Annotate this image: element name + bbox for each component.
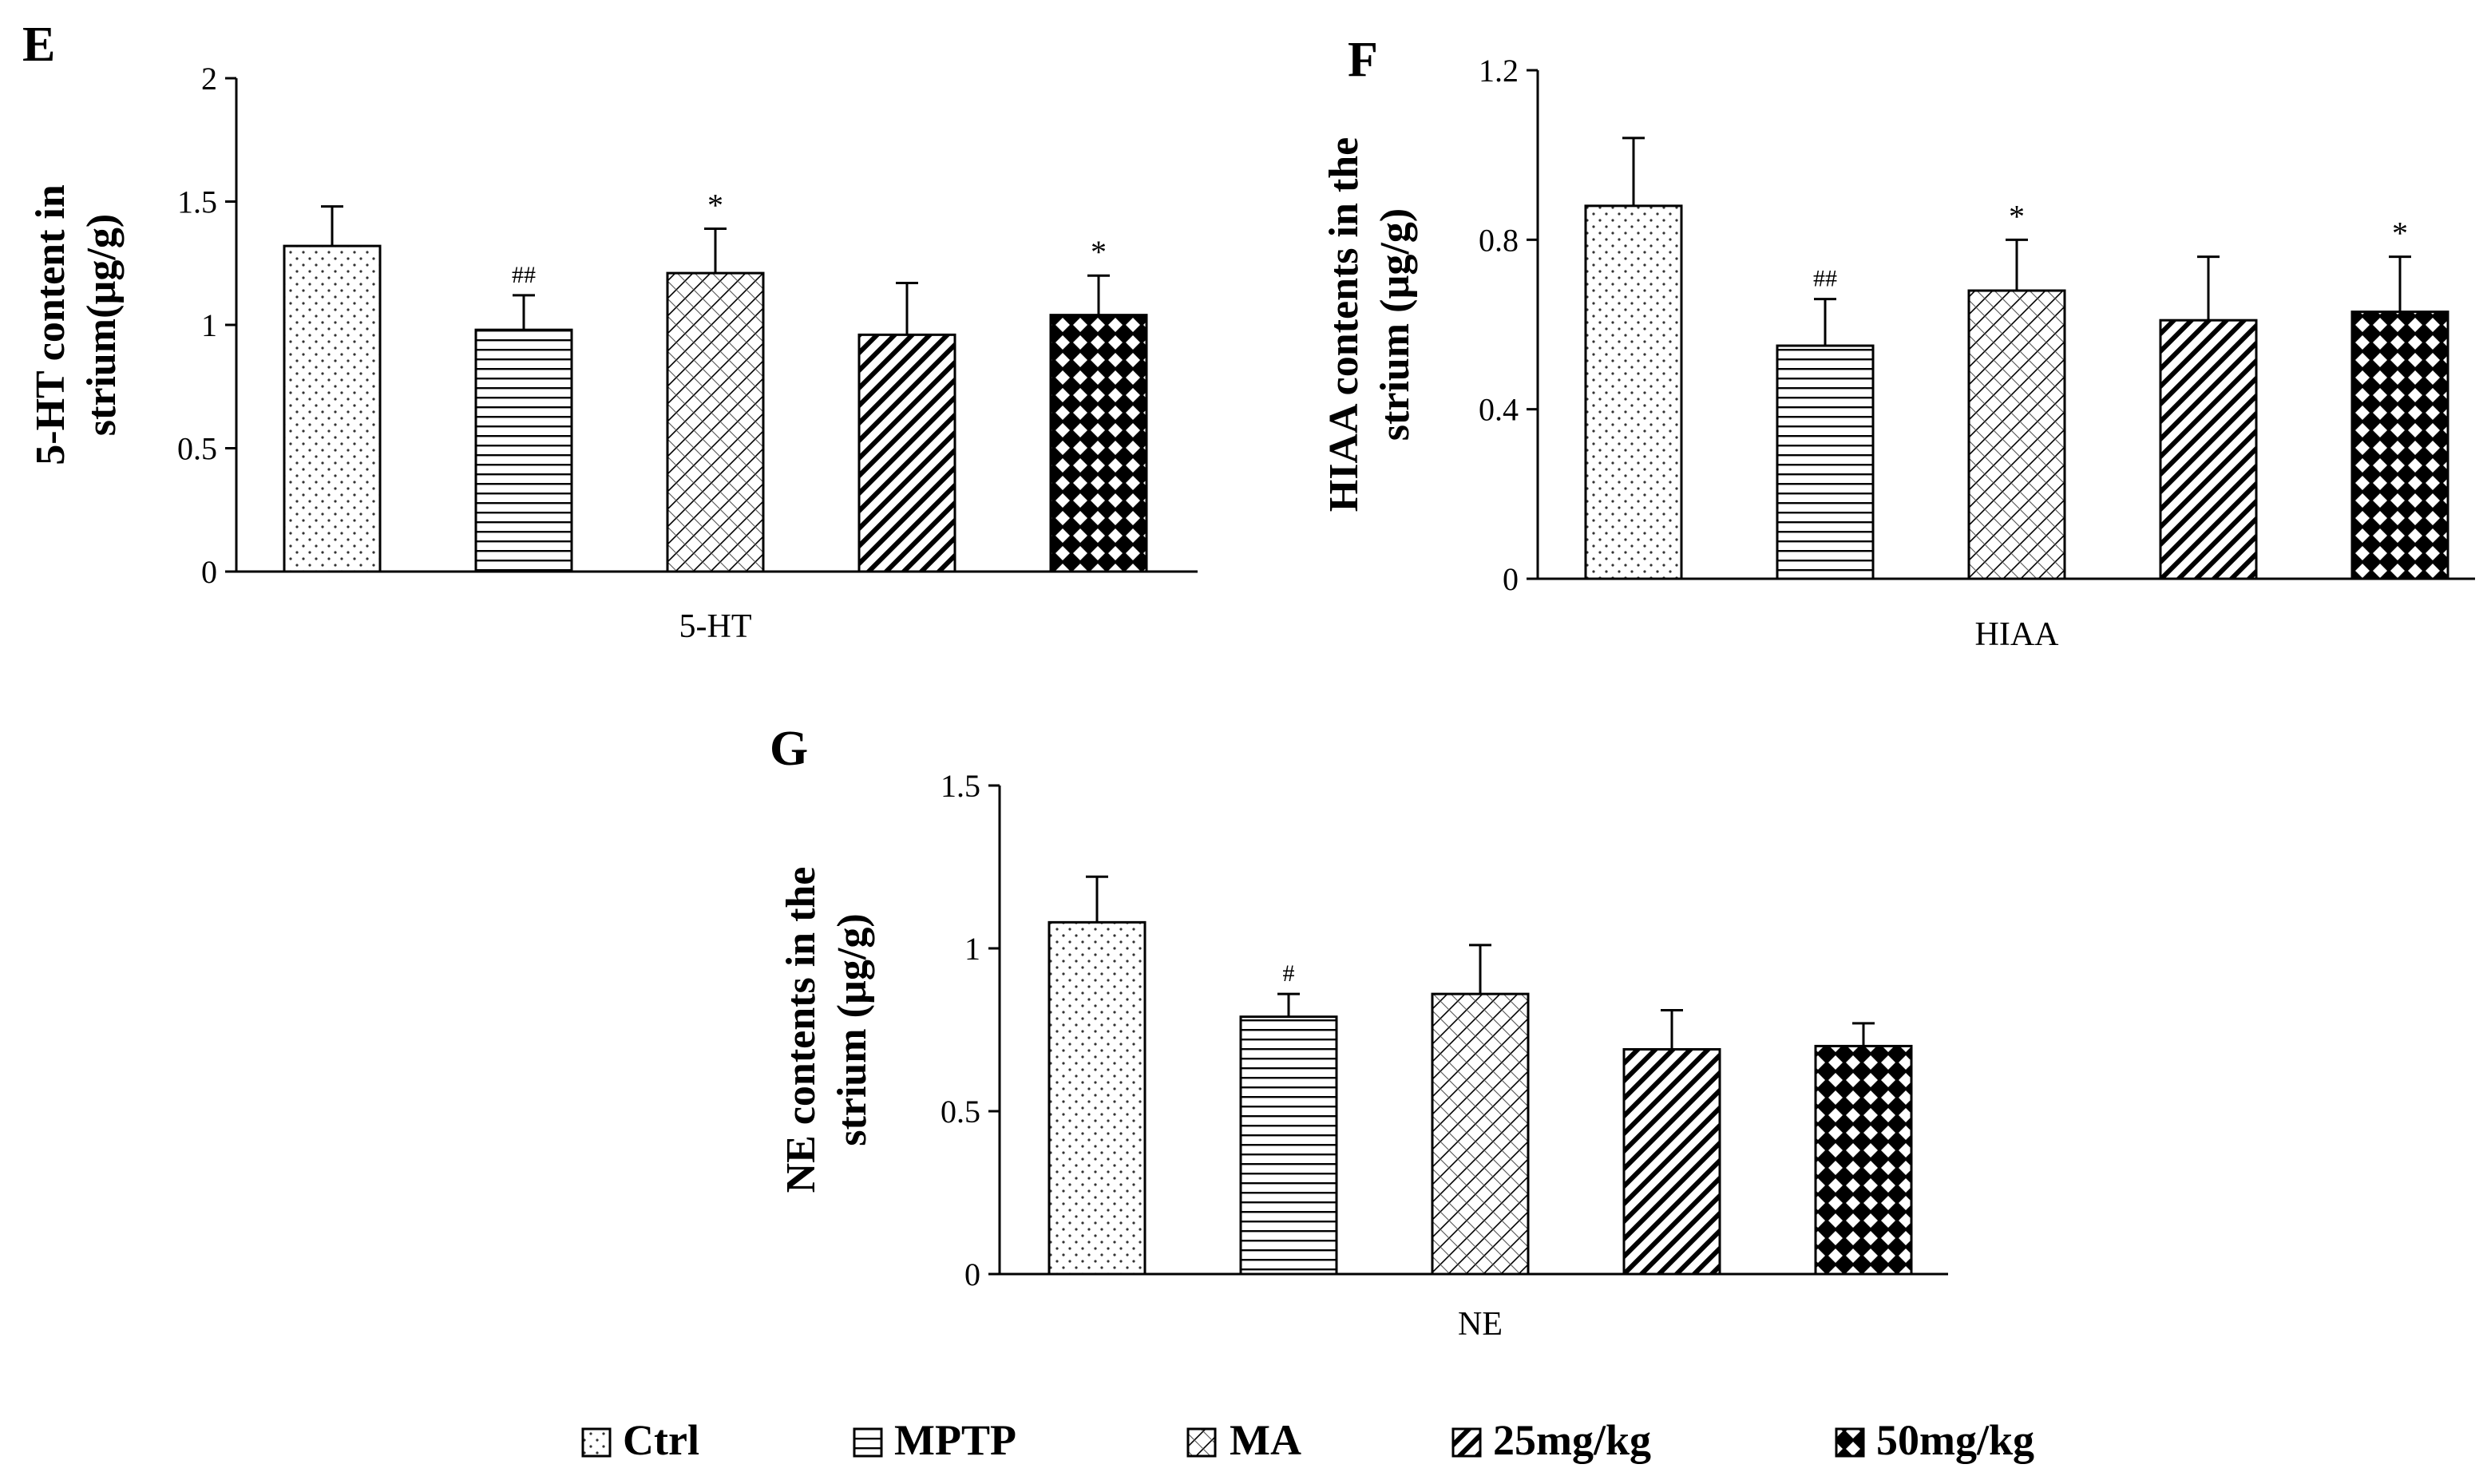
- y-axis-title: HIAA contents in the: [1321, 137, 1367, 512]
- legend-label: MPTP: [894, 1416, 1016, 1464]
- bar: [474, 328, 573, 573]
- y-tick-label: 1.5: [177, 184, 217, 220]
- legend-swatch: [581, 1427, 612, 1458]
- significance-marker: #: [1283, 960, 1295, 987]
- significance-marker: *: [2392, 216, 2408, 251]
- y-tick-label: 2: [201, 61, 217, 97]
- bar: [1622, 1047, 1721, 1276]
- legend-label: 50mg/kg: [1876, 1416, 2034, 1464]
- bar: [2159, 319, 2258, 580]
- panel-label: E: [22, 18, 55, 72]
- legend-item-ctrl: Ctrl: [581, 1416, 699, 1464]
- y-tick-label: 0.5: [177, 431, 217, 467]
- bar: [1239, 1015, 1338, 1276]
- bar: [283, 244, 382, 573]
- bar: [1967, 289, 2066, 580]
- legend-swatch: [1451, 1427, 1482, 1458]
- panel-label: G: [770, 722, 808, 776]
- chart-panel-e: E 0 0.5 1 1.5 2 5-HT content in strium(µg/g) ## *…: [22, 18, 1198, 645]
- y-axis-title: strium(µg/g): [79, 214, 125, 436]
- significance-marker: *: [2009, 198, 2025, 234]
- bar: [1431, 992, 1530, 1276]
- legend-label: Ctrl: [623, 1416, 699, 1464]
- bar: [1776, 344, 1875, 580]
- legend-item-mptp: MPTP: [853, 1416, 1016, 1464]
- bar: [1584, 204, 1683, 580]
- x-category-label: NE: [1458, 1306, 1503, 1343]
- legend: Ctrl MPTP MA 25mg/kg 50mg/kg: [581, 1416, 2034, 1464]
- significance-marker: ##: [1813, 266, 1837, 292]
- y-axis-title: NE contents in the: [778, 867, 824, 1193]
- bar: [1814, 1044, 1913, 1276]
- legend-swatch: [1186, 1427, 1217, 1458]
- legend-swatch: [1835, 1427, 1865, 1458]
- x-category-label: 5-HT: [679, 608, 752, 645]
- y-tick-label: 0: [201, 554, 217, 590]
- significance-marker: *: [1091, 234, 1107, 270]
- legend-item-25mg: 25mg/kg: [1451, 1416, 1651, 1464]
- bar: [1049, 314, 1148, 573]
- y-tick-label: 1.5: [941, 768, 980, 804]
- significance-marker: *: [707, 187, 723, 223]
- panel-label: F: [1348, 33, 1378, 87]
- y-tick-label: 0: [964, 1256, 980, 1292]
- y-tick-label: 0: [1503, 561, 1519, 597]
- chart-panel-g: G 0 0.5 1 1.5 NE contents in the strium (µg/g)…: [770, 722, 1948, 1343]
- y-axis-title: 5-HT content in: [28, 184, 73, 465]
- y-tick-label: 1.2: [1479, 53, 1519, 89]
- y-tick-label: 0.8: [1479, 222, 1519, 258]
- bar: [2350, 311, 2449, 580]
- legend-item-ma: MA: [1186, 1416, 1301, 1464]
- y-axis-title: strium (µg/g): [1372, 208, 1418, 441]
- bar: [666, 271, 765, 573]
- y-tick-label: 0.5: [941, 1094, 980, 1130]
- significance-marker: ##: [512, 262, 536, 288]
- y-tick-label: 1: [964, 931, 980, 967]
- x-category-label: HIAA: [1975, 616, 2060, 653]
- chart-panel-f: F 0 0.4 0.8 1.2 HIAA contents in the strium (µ…: [1321, 33, 2475, 653]
- y-tick-label: 0.4: [1479, 392, 1519, 428]
- y-axis-title: strium (µg/g): [830, 913, 875, 1146]
- legend-label: 25mg/kg: [1493, 1416, 1651, 1464]
- bar: [857, 333, 956, 573]
- legend-item-50mg: 50mg/kg: [1835, 1416, 2034, 1464]
- legend-swatch: [853, 1427, 883, 1458]
- bar: [1047, 920, 1146, 1276]
- y-tick-label: 1: [201, 307, 217, 343]
- legend-label: MA: [1230, 1416, 1301, 1464]
